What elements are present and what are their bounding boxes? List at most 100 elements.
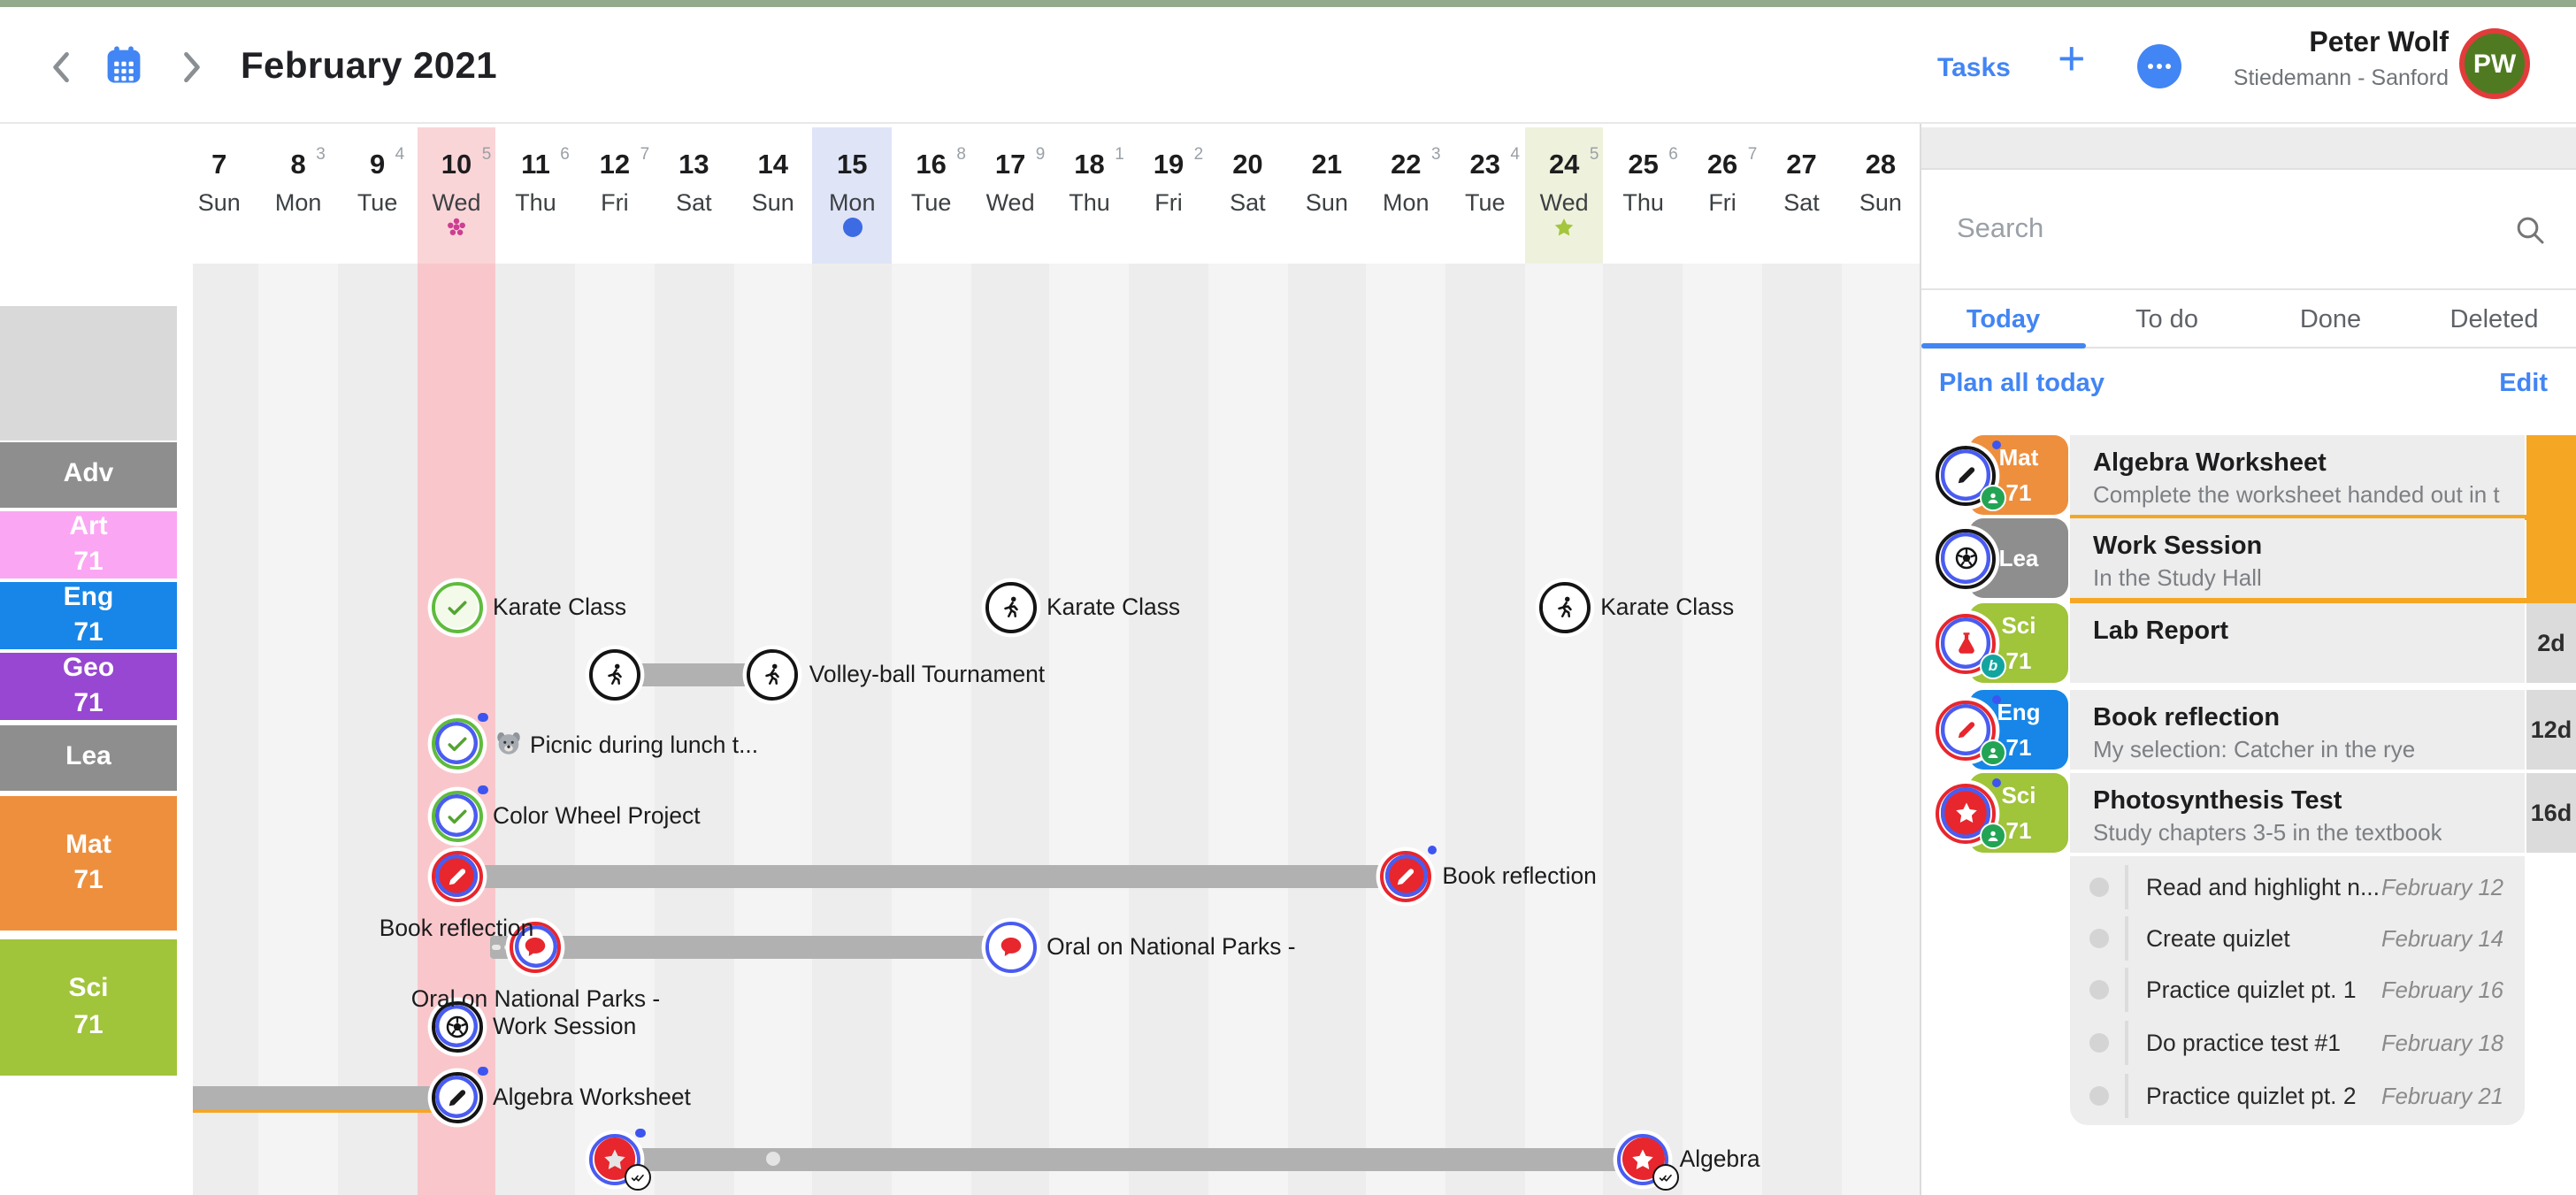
day-cell-8[interactable]: 8 3 Mon	[258, 127, 337, 264]
notification-dot	[478, 712, 488, 722]
pencil-icon	[1392, 862, 1419, 889]
task-type-icon[interactable]	[1936, 694, 2006, 765]
subtask-row-3[interactable]: Practice quizlet pt. 1 February 16	[2070, 964, 2525, 1015]
day-number: 7	[211, 150, 227, 180]
grid-column-13	[654, 264, 734, 1195]
event-bar-algebra-worksheet[interactable]	[177, 1085, 457, 1108]
day-cell-7[interactable]: 7 Sun	[180, 127, 258, 264]
event-start-icon-volleyball-tournament[interactable]	[588, 648, 640, 700]
day-cell-18[interactable]: 18 1 Thu	[1050, 127, 1129, 264]
day-cell-28[interactable]: 28 Sun	[1841, 127, 1920, 264]
day-cycle-number: 7	[1747, 145, 1758, 165]
day-cell-17[interactable]: 17 9 Wed	[970, 127, 1049, 264]
task-type-icon[interactable]	[1936, 528, 1996, 588]
day-number: 28	[1865, 150, 1897, 180]
task-title: Photosynthesis Test	[2093, 787, 2342, 816]
event-icon-picnic[interactable]	[431, 712, 488, 769]
icon-core	[989, 586, 1031, 628]
day-cell-25[interactable]: 25 6 Thu	[1604, 127, 1683, 264]
event-end-icon-algebra[interactable]	[1617, 1133, 1680, 1190]
task-row-photosynthesis-test[interactable]: Sci 71 Photosynthesis Test Study chapters 3…	[1921, 773, 2576, 853]
day-cell-23[interactable]: 23 4 Tue	[1445, 127, 1524, 264]
subtask-row-5[interactable]: Practice quizlet pt. 2 February 21	[2070, 1070, 2525, 1122]
event-label-karate-1: Karate Class	[493, 594, 627, 620]
day-of-week: Fri	[1154, 189, 1183, 216]
task-row-algebra-worksheet[interactable]: Mat 71 Algebra Worksheet Complete the works…	[1921, 435, 2576, 520]
day-cell-21[interactable]: 21 Sun	[1287, 127, 1366, 264]
day-cell-26[interactable]: 26 7 Fri	[1683, 127, 1761, 264]
event-icon-karate-1[interactable]	[431, 581, 483, 632]
subtask-checkbox[interactable]	[2089, 1033, 2109, 1053]
event-icon-karate-3[interactable]	[1538, 581, 1591, 632]
subtask-checkbox[interactable]	[2089, 929, 2109, 948]
task-type-icon[interactable]	[1936, 778, 2006, 848]
subtask-row-2[interactable]: Create quizlet February 14	[2070, 913, 2525, 964]
subtask-divider	[2125, 865, 2128, 909]
tab-today[interactable]: Today	[1921, 290, 2085, 349]
subtask-checkbox[interactable]	[2089, 980, 2109, 1000]
task-row-lab-report[interactable]: Sci 71 Lab Report 2d b	[1921, 603, 2576, 683]
edit-link[interactable]: Edit	[2499, 370, 2548, 398]
person-badge	[1980, 822, 2006, 848]
event-label-below-book-reflection: Book reflection	[379, 915, 534, 941]
event-start-icon-oral-national-parks[interactable]	[510, 921, 562, 972]
task-row-book-reflection[interactable]: Eng 71 Book reflection My selection: Catche…	[1921, 690, 2576, 770]
subtask-checkbox[interactable]	[2089, 877, 2109, 897]
event-bar-oral-national-parks[interactable]	[489, 935, 1011, 958]
pencil-icon	[443, 862, 470, 889]
day-cell-12[interactable]: 12 7 Fri	[575, 127, 654, 264]
task-type-icon[interactable]	[1936, 440, 2006, 510]
day-cell-24[interactable]: 24 5 Wed	[1524, 127, 1604, 264]
badge-class-code: Eng	[1997, 699, 2041, 725]
event-icon-color-wheel-project[interactable]	[431, 785, 488, 841]
event-bar-volleyball-tournament[interactable]	[614, 663, 773, 686]
app-header: February 2021 Tasks + Peter Wolf Stiedem…	[0, 7, 2576, 124]
event-start-icon-algebra[interactable]	[588, 1128, 651, 1190]
add-button[interactable]: +	[2058, 32, 2086, 85]
grid-column-8	[258, 264, 338, 1195]
day-of-week: Fri	[1708, 189, 1736, 216]
day-cell-19[interactable]: 19 2 Fri	[1129, 127, 1208, 264]
day-cell-20[interactable]: 20 Sat	[1208, 127, 1287, 264]
subtask-row-1[interactable]: Read and highlight n... February 12	[2070, 862, 2525, 913]
tab-to-do[interactable]: To do	[2085, 290, 2249, 349]
day-cell-16[interactable]: 16 8 Tue	[892, 127, 970, 264]
day-cell-9[interactable]: 9 4 Tue	[338, 127, 417, 264]
badge-class-code: Lea	[1998, 544, 2039, 571]
event-start-icon-book-reflection[interactable]	[431, 850, 483, 901]
day-cell-10[interactable]: 10 5 Wed	[417, 127, 496, 264]
event-end-icon-algebra-worksheet[interactable]	[431, 1066, 488, 1122]
next-month-button[interactable]	[172, 46, 211, 88]
day-cell-27[interactable]: 27 Sat	[1762, 127, 1841, 264]
search-input[interactable]	[1957, 195, 2488, 265]
tasks-link[interactable]: Tasks	[1937, 53, 2011, 83]
calendar-button[interactable]	[101, 42, 147, 88]
subtask-checkbox[interactable]	[2089, 1086, 2109, 1106]
task-type-icon[interactable]: b	[1936, 613, 2006, 678]
task-row-work-session[interactable]: Lea Work Session In the Study Hall	[1921, 518, 2576, 603]
event-end-icon-book-reflection[interactable]	[1380, 845, 1438, 901]
task-due-today-strip	[2526, 518, 2576, 598]
event-end-icon-volleyball-tournament[interactable]	[747, 648, 799, 700]
day-of-week: Tue	[1464, 189, 1506, 216]
event-bar-algebra[interactable]	[614, 1147, 1644, 1170]
prev-month-button[interactable]	[42, 46, 81, 88]
subtask-row-4[interactable]: Do practice test #1 February 18	[2070, 1017, 2525, 1069]
avatar[interactable]: PW	[2459, 28, 2530, 99]
plan-all-link[interactable]: Plan all today	[1939, 370, 2104, 398]
event-icon-karate-2[interactable]	[985, 581, 1037, 632]
day-of-week: Wed	[1539, 189, 1589, 216]
event-bar-book-reflection[interactable]	[456, 864, 1407, 887]
day-cell-22[interactable]: 22 3 Mon	[1367, 127, 1445, 264]
day-cell-13[interactable]: 13 Sat	[655, 127, 733, 264]
day-cell-14[interactable]: 14 Sun	[733, 127, 812, 264]
day-cell-15[interactable]: 15 Mon	[812, 127, 892, 264]
day-cell-11[interactable]: 11 6 Thu	[496, 127, 575, 264]
tab-deleted[interactable]: Deleted	[2412, 290, 2576, 349]
tab-done[interactable]: Done	[2249, 290, 2412, 349]
more-options-button[interactable]	[2137, 44, 2181, 88]
event-end-icon-oral-national-parks[interactable]	[985, 921, 1037, 972]
event-icon-work-session[interactable]	[431, 1000, 483, 1052]
day-number: 12 7	[599, 145, 650, 180]
